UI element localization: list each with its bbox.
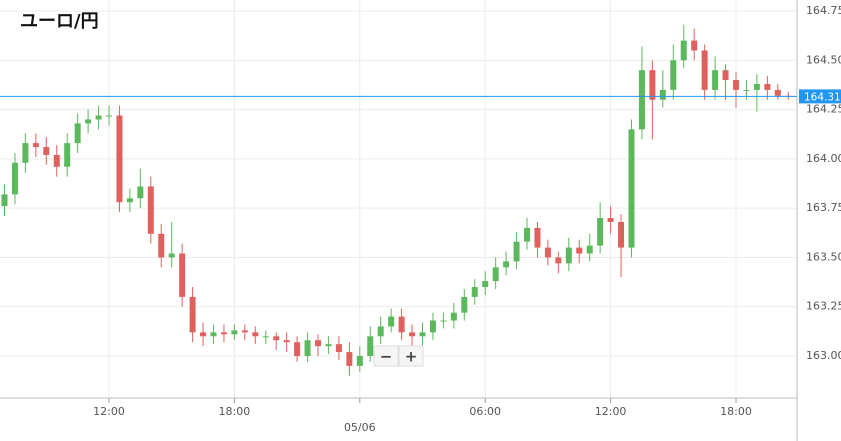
x-tick-label: 05/06 (344, 421, 376, 434)
candle-body (273, 336, 280, 341)
candle-body (137, 186, 144, 199)
candle-body (367, 336, 374, 357)
zoom-button-label: + (405, 348, 418, 366)
candle-body (304, 340, 311, 357)
candle-body (189, 296, 196, 333)
candle-body (53, 154, 60, 167)
candle-body (11, 162, 18, 195)
last-price-tag (799, 89, 841, 104)
last-price-label: 164.317 (804, 91, 841, 103)
candle-body (346, 352, 353, 366)
x-tick-label: 12:00 (93, 405, 125, 418)
candle-body (471, 287, 478, 297)
chart-title: ユーロ/円 (20, 11, 99, 32)
x-tick-label: 18:00 (219, 405, 251, 418)
candle-body (1, 194, 8, 207)
candle-body (701, 50, 708, 90)
candle-body (461, 296, 468, 313)
candle-body (43, 147, 50, 155)
candle-body (74, 123, 81, 144)
x-tick-label: 06:00 (469, 405, 501, 418)
candle-body (409, 332, 416, 337)
candle-body (126, 198, 133, 203)
candle-body (64, 143, 71, 167)
candle-body (691, 40, 698, 51)
zoom-button-label: − (380, 348, 393, 366)
candle-body (618, 221, 625, 248)
candle-body (116, 115, 123, 203)
x-tick-label: 18:00 (720, 405, 752, 418)
candle-body (158, 233, 165, 258)
x-tick-label: 12:00 (595, 405, 627, 418)
candle-body (597, 218, 604, 246)
candle-body (503, 261, 510, 268)
candle-body (32, 143, 39, 148)
zoom-button-bg (373, 345, 399, 367)
candle-body (429, 320, 436, 333)
candle-body (356, 356, 363, 366)
candle-body (534, 227, 541, 248)
candle-body (680, 40, 687, 61)
candle-body (638, 70, 645, 130)
candle-body (524, 227, 530, 242)
candle-body (262, 336, 269, 338)
candle-body (576, 247, 583, 254)
candle-body (712, 70, 719, 90)
candle-body (241, 330, 248, 333)
candle-body (95, 115, 102, 120)
candle-body (335, 344, 342, 353)
candle-body (774, 89, 781, 96)
candle-body (440, 320, 447, 322)
candle-body (513, 241, 520, 262)
candle-body (565, 247, 572, 264)
candle-body (764, 83, 771, 90)
candle-body (607, 218, 614, 222)
candle-body (586, 245, 593, 254)
candle-body (753, 83, 760, 90)
y-tick-label: 163.750 (806, 201, 841, 214)
candle-body (733, 80, 739, 90)
y-tick-label: 164.250 (806, 103, 841, 116)
candle-body (252, 332, 259, 337)
zoom-button-bg (398, 345, 424, 367)
candle-body (544, 247, 551, 258)
candle-body (649, 70, 656, 100)
candle-body (106, 115, 112, 117)
candle-body (388, 316, 395, 327)
candle-body (294, 342, 301, 357)
candle-body (628, 129, 635, 248)
y-tick-label: 164.000 (806, 152, 841, 165)
candle-body (85, 119, 92, 124)
candle-body (315, 340, 321, 347)
candle-body (482, 281, 489, 288)
candle-body (231, 330, 238, 335)
candle-body (398, 316, 405, 333)
candle-body (670, 60, 677, 90)
y-tick-label: 163.000 (806, 349, 841, 362)
y-tick-label: 164.500 (806, 53, 841, 66)
candle-body (220, 332, 227, 335)
candle-body (492, 267, 499, 282)
candle-body (22, 143, 29, 163)
zoom-button[interactable]: − (373, 345, 399, 367)
candle-body (210, 332, 217, 337)
candle-body (377, 326, 384, 337)
candle-body (325, 344, 332, 347)
y-tick-label: 163.500 (806, 250, 841, 263)
candle-body (722, 70, 729, 81)
candle-body (450, 312, 457, 321)
candle-body (179, 253, 186, 297)
candle-body (147, 186, 154, 234)
y-tick-label: 164.750 (806, 4, 841, 17)
candle-body (200, 332, 207, 337)
candle-body (168, 253, 175, 258)
candle-body (659, 89, 666, 100)
candle-body (419, 332, 426, 337)
y-tick-label: 163.250 (806, 300, 841, 313)
candle-body (555, 257, 562, 264)
candle-body (283, 340, 290, 343)
zoom-button[interactable]: + (398, 345, 424, 367)
candle-body (743, 89, 750, 91)
